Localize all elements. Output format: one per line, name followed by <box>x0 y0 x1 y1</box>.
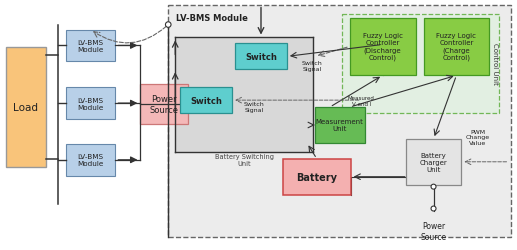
Bar <box>423 18 490 76</box>
Bar <box>283 159 351 195</box>
Text: Power
Source: Power Source <box>150 95 179 114</box>
Circle shape <box>431 184 436 190</box>
Text: LV-BMS Module: LV-BMS Module <box>176 14 248 22</box>
Text: Fuzzy Logic
Controller
(Discharge
Control): Fuzzy Logic Controller (Discharge Contro… <box>362 33 403 61</box>
Circle shape <box>165 23 171 28</box>
Text: LV-BMS
Module: LV-BMS Module <box>77 154 103 167</box>
Text: Switch: Switch <box>245 53 277 62</box>
Bar <box>315 108 364 143</box>
Bar <box>350 18 416 76</box>
Bar <box>140 85 188 124</box>
Bar <box>175 38 313 152</box>
Text: Measured
V and I: Measured V and I <box>348 95 375 106</box>
Text: Control Unit: Control Unit <box>492 43 498 85</box>
Text: LV-BMS
Module: LV-BMS Module <box>77 97 103 110</box>
Text: Switch
Signal: Switch Signal <box>244 101 265 112</box>
Bar <box>66 30 115 62</box>
Circle shape <box>431 206 436 211</box>
Text: Battery Switching
Unit: Battery Switching Unit <box>215 154 273 167</box>
Bar <box>168 6 511 237</box>
Bar <box>66 88 115 120</box>
Text: Fuzzy Logic
Controller
(Charge
Control): Fuzzy Logic Controller (Charge Control) <box>436 33 477 61</box>
Text: Battery: Battery <box>296 172 338 182</box>
Bar <box>235 44 287 70</box>
Text: Power
Source: Power Source <box>420 222 447 241</box>
Text: Load: Load <box>13 103 38 113</box>
Text: Switch: Switch <box>190 96 222 105</box>
Bar <box>6 48 45 167</box>
Text: PWM
Change
Value: PWM Change Value <box>465 129 490 146</box>
Bar <box>342 14 499 114</box>
Text: LV-BMS
Module: LV-BMS Module <box>77 40 103 53</box>
Text: Switch
Signal: Switch Signal <box>302 61 323 72</box>
Bar <box>406 139 462 185</box>
Text: Measurement
Unit: Measurement Unit <box>316 119 364 132</box>
Text: Battery
Charger
Unit: Battery Charger Unit <box>420 152 447 172</box>
Bar <box>180 88 232 114</box>
Bar <box>66 144 115 176</box>
